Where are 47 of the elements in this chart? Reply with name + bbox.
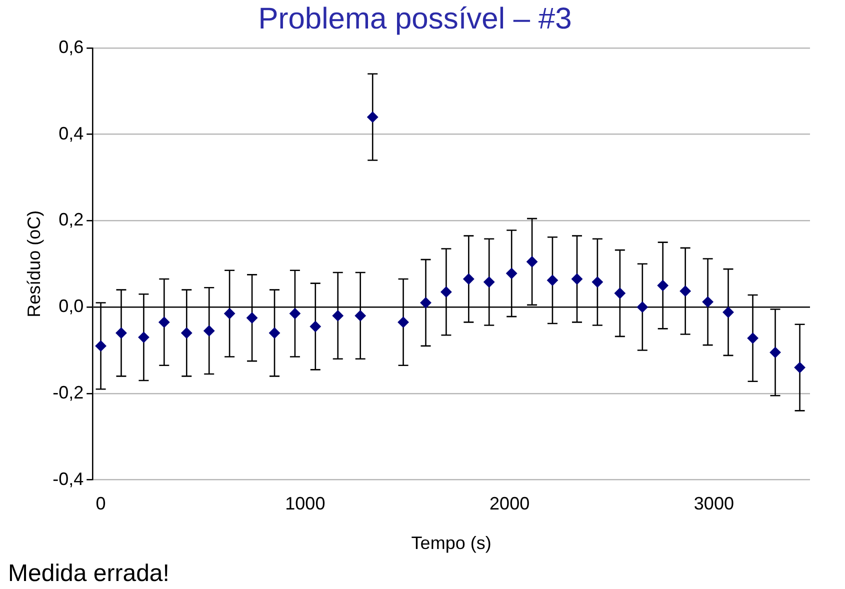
y-tick-label: -0,2 xyxy=(52,382,84,402)
point xyxy=(398,316,409,328)
point xyxy=(572,274,583,285)
point xyxy=(204,325,215,336)
point xyxy=(794,362,806,374)
point xyxy=(310,321,321,332)
point xyxy=(367,112,378,123)
point xyxy=(269,327,280,338)
x-tick-label: 1000 xyxy=(285,494,326,514)
point xyxy=(657,280,668,291)
point xyxy=(526,256,538,268)
point xyxy=(332,310,344,322)
point xyxy=(116,327,127,338)
point xyxy=(420,297,432,308)
point xyxy=(722,306,734,318)
chart-title: Problema possível – #3 xyxy=(258,2,572,36)
point xyxy=(224,308,236,320)
point xyxy=(636,302,648,313)
x-axis-title: Tempo (s) xyxy=(411,533,492,554)
point xyxy=(181,327,192,338)
x-tick-label: 2000 xyxy=(490,494,530,514)
point xyxy=(463,274,474,285)
point xyxy=(546,274,558,286)
point xyxy=(289,308,300,320)
x-tick-label: 3000 xyxy=(694,494,734,514)
point xyxy=(484,276,495,288)
y-axis-title: Resíduo (oC) xyxy=(24,210,44,318)
y-tick-label: 0,0 xyxy=(58,296,84,316)
point xyxy=(702,296,714,308)
x-tick-label: 0 xyxy=(96,494,106,514)
point xyxy=(614,288,626,299)
point xyxy=(592,276,603,288)
point xyxy=(246,312,258,324)
point xyxy=(95,340,106,352)
point xyxy=(680,286,691,297)
y-tick-label: 0,6 xyxy=(58,36,84,57)
point xyxy=(138,332,150,343)
y-tick-label: 0,2 xyxy=(58,210,84,230)
text: Medida errada! xyxy=(8,560,170,587)
point xyxy=(158,316,170,328)
point xyxy=(354,310,366,322)
point xyxy=(440,286,452,298)
point xyxy=(506,268,518,279)
y-tick-label: -0,4 xyxy=(52,468,84,489)
y-tick-label: 0,4 xyxy=(58,123,84,144)
point xyxy=(747,332,758,344)
point xyxy=(770,346,781,358)
